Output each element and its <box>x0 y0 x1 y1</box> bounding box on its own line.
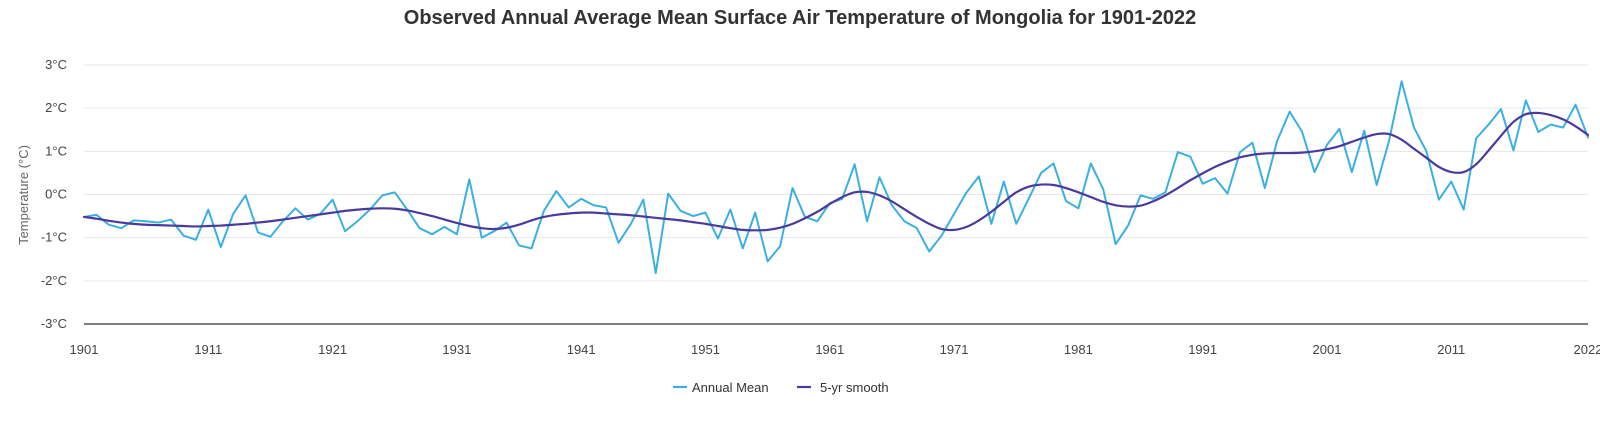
series-layer <box>82 80 1590 275</box>
chart-title: Observed Annual Average Mean Surface Air… <box>404 7 1196 29</box>
y-axis-ticks: 3°C 2°C 1°C 0°C -1°C -2°C -3°C <box>41 57 67 331</box>
legend-label: 5-yr smooth <box>820 380 889 395</box>
y-tick-label: -3°C <box>41 316 67 331</box>
y-tick-label: 1°C <box>45 143 67 158</box>
x-tick-label: 1931 <box>442 342 471 357</box>
x-tick-label: 1971 <box>940 342 969 357</box>
y-tick-label: -1°C <box>41 230 67 245</box>
x-tick-label: 1961 <box>815 342 844 357</box>
x-tick-label: 1911 <box>194 342 222 357</box>
series-line-annual-mean <box>83 80 1589 275</box>
x-tick-label: 1951 <box>691 342 720 357</box>
legend: Annual Mean 5-yr smooth <box>673 380 889 395</box>
x-tick-label: 1921 <box>318 342 347 357</box>
y-tick-label: 3°C <box>45 57 67 72</box>
y-tick-label: 2°C <box>45 100 67 115</box>
y-axis-label: Temperature (°C) <box>16 145 31 245</box>
x-tick-label: 2011 <box>1437 342 1465 357</box>
y-tick-label: -2°C <box>41 273 67 288</box>
x-tick-label: 1941 <box>567 342 596 357</box>
x-tick-label: 1981 <box>1064 342 1093 357</box>
series-line-5yr-smooth <box>82 111 1590 232</box>
x-axis-ticks: 1901 1911 1921 1931 1941 1951 1961 1971 1981 1991… <box>70 342 1600 357</box>
legend-item[interactable]: 5-yr smooth <box>797 380 889 395</box>
legend-label: Annual Mean <box>692 380 769 395</box>
x-tick-label: 2022 <box>1574 342 1600 357</box>
x-tick-label: 2001 <box>1313 342 1342 357</box>
grid-layer <box>84 64 1588 282</box>
x-tick-label: 1901 <box>70 342 99 357</box>
legend-item[interactable]: Annual Mean <box>673 380 769 395</box>
x-tick-label: 1991 <box>1188 342 1217 357</box>
y-tick-label: 0°C <box>45 187 67 202</box>
